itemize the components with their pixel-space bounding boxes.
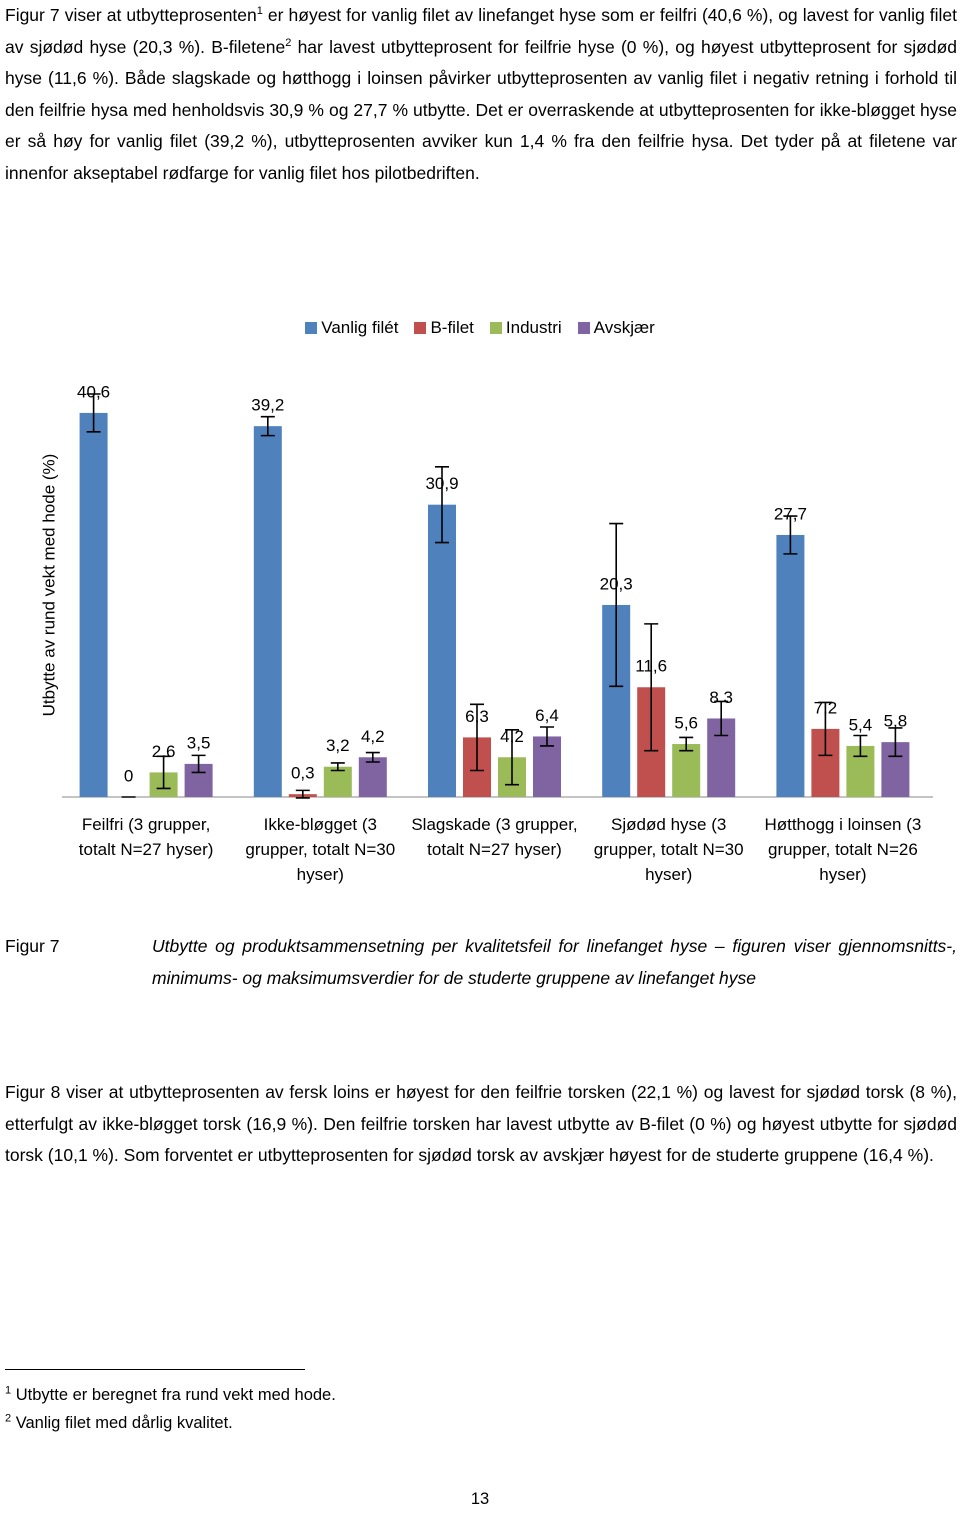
legend-item: Industri xyxy=(489,318,562,338)
error-bar xyxy=(888,727,903,758)
data-label: 0 xyxy=(124,766,133,785)
footnote-rule xyxy=(5,1369,305,1370)
legend-swatch xyxy=(305,322,318,334)
category-label: Høtthogg i loinsen (3 grupper, totalt N=… xyxy=(764,815,922,884)
caption-label: Figur 7 xyxy=(5,936,60,956)
error-bar xyxy=(853,734,868,758)
category-label: Feilfri (3 grupper, totalt N=27 hyser) xyxy=(78,815,214,859)
footnote-ref: 2 xyxy=(285,36,292,49)
error-bar xyxy=(609,522,624,688)
category-label: Sjødød hyse (3 grupper, totalt N=30 hyse… xyxy=(593,815,744,884)
data-label: 40,6 xyxy=(77,382,110,401)
error-bar xyxy=(435,466,449,544)
paragraph: Figur 7 viser at utbytteprosenten1 er hø… xyxy=(5,0,957,189)
legend-item: Avskjær xyxy=(577,318,655,338)
footnote-ref: 1 xyxy=(256,5,263,18)
error-bar xyxy=(818,701,833,757)
data-label: 5,6 xyxy=(674,714,698,733)
data-label: 3,2 xyxy=(326,736,350,755)
bar xyxy=(79,412,108,797)
footnote-number: 2 xyxy=(5,1412,12,1425)
footnote-number: 1 xyxy=(5,1384,12,1397)
data-label: 4,2 xyxy=(361,727,385,746)
data-label: 20,3 xyxy=(600,574,633,593)
bar xyxy=(776,534,805,797)
legend-label: Industri xyxy=(505,318,562,337)
data-label: 8,3 xyxy=(709,688,733,707)
error-bar xyxy=(295,789,310,799)
error-bar xyxy=(679,736,694,752)
bar xyxy=(358,757,387,797)
footnote-text: Vanlig filet med dårlig kvalitet. xyxy=(15,1414,233,1432)
footnote-text: Utbytte er beregnet fra rund vekt med ho… xyxy=(15,1386,336,1404)
legend-swatch xyxy=(489,322,502,334)
footnote: 1 Utbytte er beregnet fra rund vekt med … xyxy=(5,1384,336,1406)
bar xyxy=(428,504,456,797)
text-run: Figur 7 viser at utbytteprosenten xyxy=(5,5,257,25)
data-label: 27,7 xyxy=(774,504,807,523)
page-number: 13 xyxy=(470,1490,490,1508)
data-label: 11,6 xyxy=(635,657,667,676)
error-bar xyxy=(86,393,101,433)
text-run: har lavest utbytteprosent for feilfrie h… xyxy=(5,36,958,183)
error-bar xyxy=(260,415,275,437)
error-bar xyxy=(644,623,659,752)
error-bar xyxy=(365,751,380,763)
text-run: er høyest for vanlig filet av linefanget… xyxy=(5,5,957,57)
data-label: 5,4 xyxy=(849,715,873,734)
error-bar xyxy=(330,762,345,772)
data-label: 7,2 xyxy=(814,698,838,717)
data-label: 30,9 xyxy=(425,474,458,493)
y-axis-label: Utbytte av rund vekt med hode (%) xyxy=(39,454,58,717)
data-label: 0,3 xyxy=(291,764,315,783)
bar xyxy=(323,766,352,797)
legend-swatch xyxy=(414,322,427,334)
legend: Vanlig filét B-filet Industri Avskjær xyxy=(0,318,960,338)
data-label: 3,5 xyxy=(187,733,211,752)
caption-text: Utbytte og produktsammensetning per kval… xyxy=(152,936,957,988)
legend-item: Vanlig filét xyxy=(305,318,398,338)
legend-label: Avskjær xyxy=(593,318,655,337)
legend-swatch xyxy=(577,322,590,334)
error-bar xyxy=(540,726,554,747)
data-label: 6,4 xyxy=(535,706,559,725)
data-label: 39,2 xyxy=(251,396,284,415)
legend-label: B-filet xyxy=(430,318,474,337)
data-label: 4,2 xyxy=(500,727,524,746)
footnote: 2 Vanlig filet med dårlig kvalitet. xyxy=(5,1412,233,1434)
category-label: Ikke-bløgget (3 grupper, totalt N=30 hys… xyxy=(245,815,396,884)
legend-item: B-filet xyxy=(414,318,474,338)
category-label: Slagskade (3 grupper, totalt N=27 hyser) xyxy=(411,815,578,859)
data-label: 6,3 xyxy=(465,707,489,726)
error-bar xyxy=(191,754,206,774)
data-label: 5,8 xyxy=(884,712,908,731)
error-bar xyxy=(505,729,519,786)
error-bar xyxy=(714,700,729,737)
error-bar xyxy=(783,515,798,555)
bar xyxy=(672,744,701,797)
data-label: 2,6 xyxy=(152,742,176,761)
paragraph: Figur 8 viser at utbytteprosenten av fer… xyxy=(5,1082,957,1165)
bar xyxy=(253,426,282,797)
chart: Utbytte av rund vekt med hode (%) 40,602… xyxy=(39,382,933,799)
error-bar xyxy=(470,703,484,772)
legend-label: Vanlig filét xyxy=(321,318,399,337)
error-bar xyxy=(156,755,171,790)
